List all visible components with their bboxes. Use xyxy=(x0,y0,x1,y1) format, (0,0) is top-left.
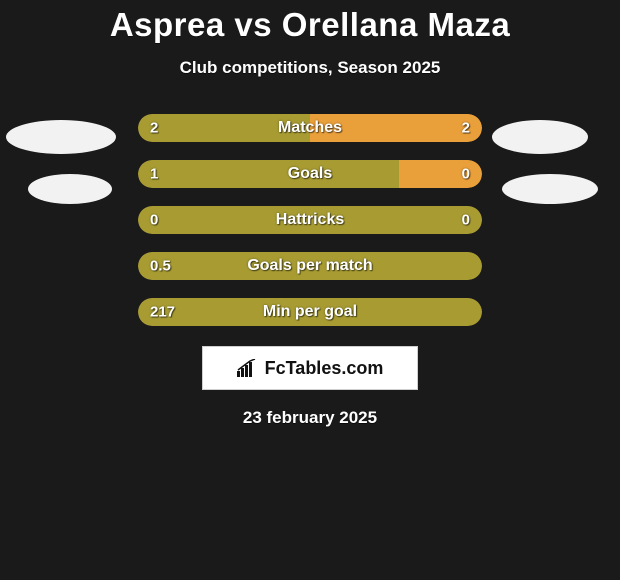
stat-bar-left xyxy=(138,114,310,142)
comparison-date: 23 february 2025 xyxy=(0,408,620,428)
stat-bar-right xyxy=(310,114,482,142)
stat-row: 217Min per goal xyxy=(138,298,482,326)
comparison-card: Asprea vs Orellana Maza Club competition… xyxy=(0,0,620,580)
subtitle: Club competitions, Season 2025 xyxy=(0,58,620,78)
stat-bar-left xyxy=(138,160,399,188)
stat-bar-left xyxy=(138,298,482,326)
stat-row: 10Goals xyxy=(138,160,482,188)
brand-badge[interactable]: FcTables.com xyxy=(202,346,418,390)
stat-bar-left xyxy=(138,252,482,280)
brand-text: FcTables.com xyxy=(265,358,384,379)
stat-rows: 22Matches 10Goals 00Hattricks 0.5Goals per … xyxy=(0,114,620,326)
stat-row: 22Matches xyxy=(138,114,482,142)
stat-bar-right xyxy=(399,160,482,188)
page-title: Asprea vs Orellana Maza xyxy=(0,0,620,44)
bar-chart-icon xyxy=(237,359,259,377)
stat-row: 00Hattricks xyxy=(138,206,482,234)
stat-bar-left xyxy=(138,206,482,234)
stat-row: 0.5Goals per match xyxy=(138,252,482,280)
